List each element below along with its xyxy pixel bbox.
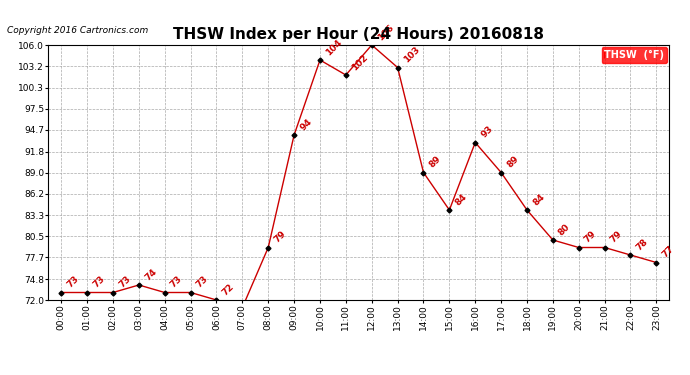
Text: 74: 74 [143,267,159,282]
Title: THSW Index per Hour (24 Hours) 20160818: THSW Index per Hour (24 Hours) 20160818 [173,27,544,42]
Text: 84: 84 [453,192,469,207]
Text: 80: 80 [557,222,572,237]
Text: Copyright 2016 Cartronics.com: Copyright 2016 Cartronics.com [7,26,148,35]
Text: 102: 102 [350,53,370,72]
Text: 73: 73 [66,274,81,290]
Text: 89: 89 [428,154,443,170]
Text: 79: 79 [583,230,598,245]
Text: 73: 73 [117,274,132,290]
Text: 93: 93 [480,124,495,140]
Text: 72: 72 [221,282,236,297]
Text: 71: 71 [0,374,1,375]
Text: 94: 94 [298,117,314,132]
Legend: THSW  (°F): THSW (°F) [602,47,667,63]
Text: 84: 84 [531,192,546,207]
Text: 78: 78 [635,237,650,252]
Text: 73: 73 [91,274,106,290]
Text: 103: 103 [402,45,422,65]
Text: 73: 73 [195,274,210,290]
Text: 104: 104 [324,38,344,57]
Text: 106: 106 [376,23,395,42]
Text: 79: 79 [609,230,624,245]
Text: 77: 77 [660,244,676,260]
Text: 73: 73 [169,274,184,290]
Text: 79: 79 [273,230,288,245]
Text: 89: 89 [505,154,520,170]
